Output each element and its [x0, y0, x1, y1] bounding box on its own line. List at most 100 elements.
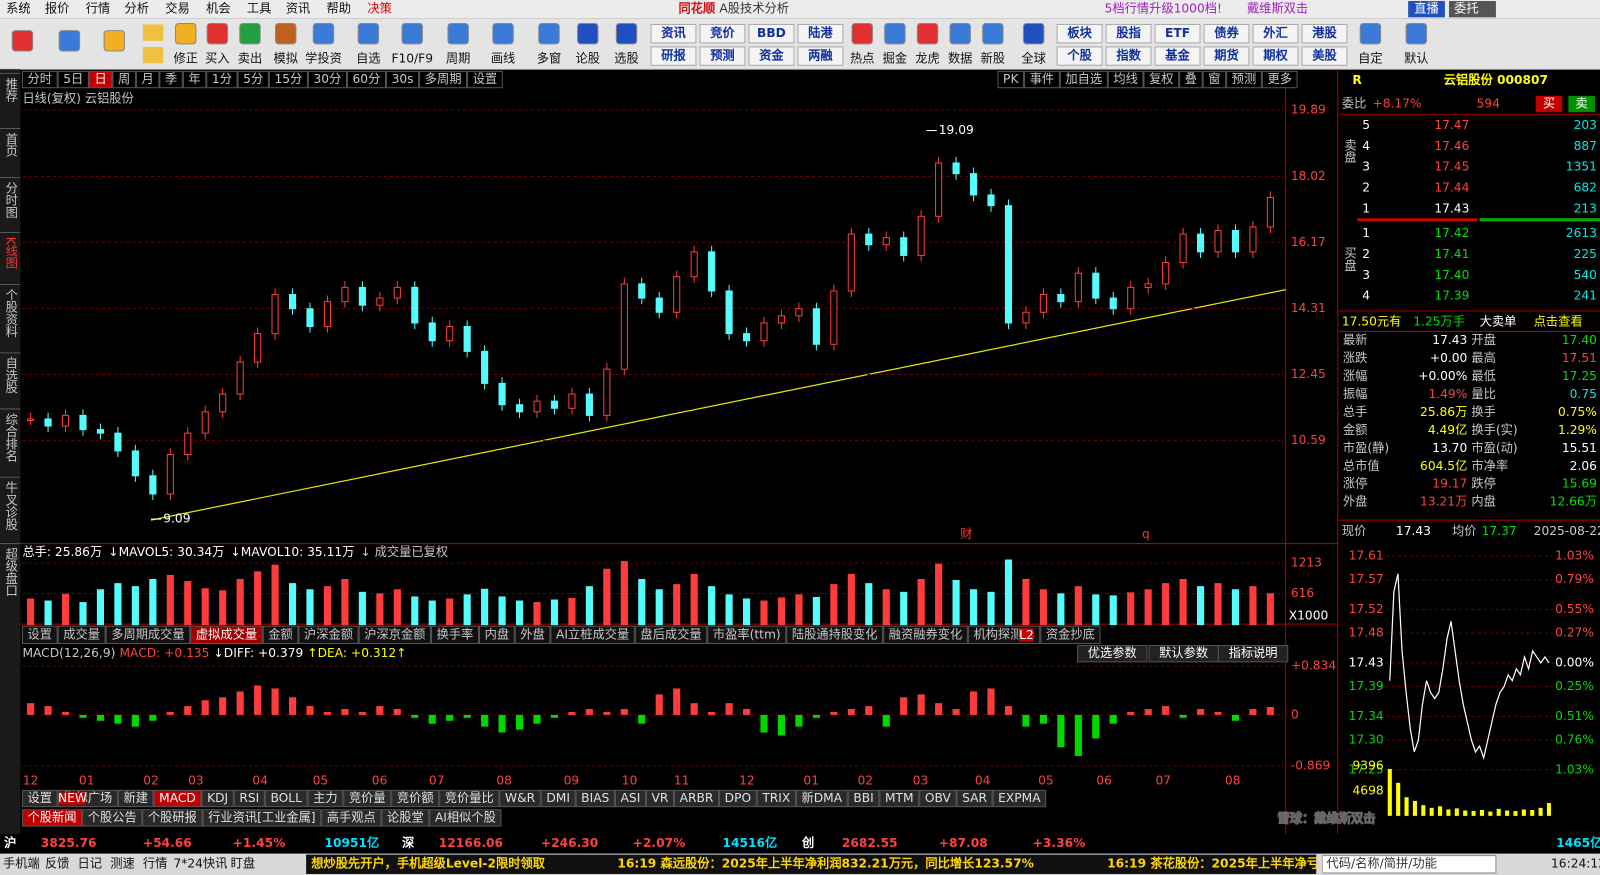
- indicator-tab-bg[interactable]: [514, 625, 551, 645]
- tool-tab-bg[interactable]: [1059, 70, 1108, 89]
- news-tab-bg[interactable]: [429, 809, 502, 827]
- menu-item[interactable]: 交易: [165, 1, 189, 16]
- bottom-tab-bg[interactable]: [719, 789, 757, 808]
- indicator-tab[interactable]: 市盈率(ttm): [713, 626, 781, 641]
- tool-button[interactable]: [797, 23, 844, 44]
- bottom-tab[interactable]: SAR: [962, 791, 987, 805]
- bottom-tab-bg[interactable]: [21, 789, 58, 808]
- tool-button[interactable]: [1203, 46, 1250, 66]
- news-tab-bg[interactable]: [202, 809, 322, 827]
- tool-button[interactable]: [1056, 46, 1103, 66]
- tool-label[interactable]: 港股: [1312, 25, 1337, 40]
- tool-label[interactable]: F10/F9: [391, 52, 433, 66]
- tool-label[interactable]: 资金: [759, 48, 784, 63]
- tool-button[interactable]: [1203, 23, 1250, 44]
- bottom-tab[interactable]: 竞价额: [397, 791, 434, 805]
- tool-label[interactable]: 预测: [710, 48, 734, 63]
- bottom-tab-bg[interactable]: [919, 789, 957, 808]
- tool-label[interactable]: 新股: [981, 51, 1005, 66]
- bottom-tab[interactable]: RSI: [239, 791, 259, 805]
- tool-button[interactable]: [797, 46, 844, 66]
- bottom-tab[interactable]: EXPMA: [998, 791, 1041, 805]
- indicator-tab[interactable]: 设置: [28, 627, 52, 641]
- tool-tab[interactable]: 事件: [1030, 72, 1054, 86]
- tool-icon[interactable]: [851, 22, 873, 45]
- tool-label[interactable]: 选股: [614, 52, 638, 66]
- tool-icon[interactable]: [884, 22, 906, 45]
- menu-item[interactable]: 报价: [45, 1, 69, 16]
- status-item[interactable]: 反馈: [45, 856, 69, 870]
- bottom-tab[interactable]: 竞价量: [349, 791, 386, 805]
- indicator-tab[interactable]: 资金抄底: [1046, 626, 1095, 641]
- tool-button[interactable]: [650, 46, 697, 66]
- indicator-tab-bg[interactable]: [478, 625, 515, 645]
- news-tab-bg[interactable]: [82, 809, 143, 827]
- tool-button[interactable]: [1252, 46, 1299, 66]
- status-item[interactable]: 手机端: [3, 856, 40, 870]
- menu-item[interactable]: 行情: [86, 2, 110, 16]
- period-tab[interactable]: 月: [141, 72, 153, 86]
- bottom-tab[interactable]: BIAS: [581, 791, 609, 805]
- tool-tab-bg[interactable]: [1024, 70, 1060, 89]
- tool-icon[interactable]: [357, 22, 380, 45]
- menu-item[interactable]: 资讯: [286, 2, 310, 16]
- tool-tab-bg[interactable]: [997, 70, 1025, 89]
- indicator-tab-bg[interactable]: [1040, 625, 1101, 645]
- live-button[interactable]: [1408, 1, 1445, 18]
- tool-icon[interactable]: [916, 22, 939, 45]
- bottom-tab[interactable]: TRIX: [761, 791, 790, 805]
- menu-item[interactable]: 分析: [124, 2, 148, 16]
- bottom-tab[interactable]: 竞价量比: [445, 791, 494, 805]
- buy-label[interactable]: 买: [1543, 97, 1555, 111]
- macd-button-label[interactable]: 默认参数: [1159, 645, 1208, 660]
- tool-label[interactable]: 修正: [173, 51, 197, 66]
- period-tab-bg[interactable]: [237, 70, 269, 89]
- tool-label[interactable]: 全球: [1021, 51, 1045, 66]
- period-tab[interactable]: 季: [165, 72, 177, 86]
- news-tab[interactable]: AI相似个股: [435, 810, 496, 824]
- bottom-tab[interactable]: VR: [652, 791, 669, 805]
- period-tab[interactable]: 15分: [274, 72, 302, 86]
- bottom-tab-bg[interactable]: [674, 789, 720, 808]
- tool-icon[interactable]: [447, 22, 469, 45]
- period-tab-bg[interactable]: [159, 70, 183, 89]
- indicator-tab[interactable]: 内盘: [485, 626, 509, 641]
- tool-icon[interactable]: [949, 22, 971, 45]
- tool-button[interactable]: [1252, 23, 1299, 44]
- big-order[interactable]: 点击查看: [1534, 315, 1583, 329]
- period-tab[interactable]: 1分: [212, 72, 232, 86]
- period-tab-bg[interactable]: [467, 70, 503, 89]
- tool-label[interactable]: 画线: [491, 52, 515, 66]
- status-item[interactable]: 测速: [110, 856, 134, 870]
- tool-tab-bg[interactable]: [1143, 70, 1180, 89]
- status-item[interactable]: 盯盘: [231, 855, 255, 870]
- indicator-tab-bg[interactable]: [431, 625, 479, 645]
- period-tab[interactable]: 多周期: [425, 72, 462, 86]
- status-item[interactable]: 7*24快讯: [173, 856, 227, 870]
- indicator-tab-bg[interactable]: [634, 625, 708, 645]
- bottom-tab-bg[interactable]: [117, 789, 154, 808]
- tool-icon[interactable]: [1359, 22, 1382, 45]
- tool-label[interactable]: 热点: [850, 52, 874, 66]
- news-tab[interactable]: 个股新闻: [28, 809, 77, 824]
- period-tab-bg[interactable]: [57, 70, 89, 89]
- tool-icon[interactable]: [206, 22, 229, 45]
- side-tab[interactable]: 个股资料: [4, 288, 18, 337]
- macd-button-label[interactable]: 优选参数: [1088, 645, 1137, 660]
- bottom-tab-bg[interactable]: [233, 789, 265, 808]
- bottom-tab[interactable]: BBI: [853, 791, 873, 805]
- tool-label[interactable]: 指数: [1116, 48, 1141, 63]
- indicator-tab-bg[interactable]: [298, 625, 359, 645]
- tool-button[interactable]: [1105, 23, 1152, 44]
- period-tab-bg[interactable]: [21, 70, 58, 89]
- tool-tab-bg[interactable]: [1107, 70, 1144, 89]
- tool-icon[interactable]: [538, 22, 560, 45]
- side-tab[interactable]: 自选股: [4, 357, 18, 394]
- bottom-tab-bg[interactable]: [956, 789, 993, 808]
- tool-tab-bg[interactable]: [1202, 70, 1227, 89]
- tool-button[interactable]: [1301, 46, 1348, 66]
- tool-label[interactable]: 资讯: [661, 25, 686, 40]
- news-ticker[interactable]: 16:19 茶花股份：2025年上半年净亏: [1107, 855, 1319, 870]
- tool-icon[interactable]: [58, 30, 81, 52]
- tool-icon[interactable]: [103, 30, 125, 52]
